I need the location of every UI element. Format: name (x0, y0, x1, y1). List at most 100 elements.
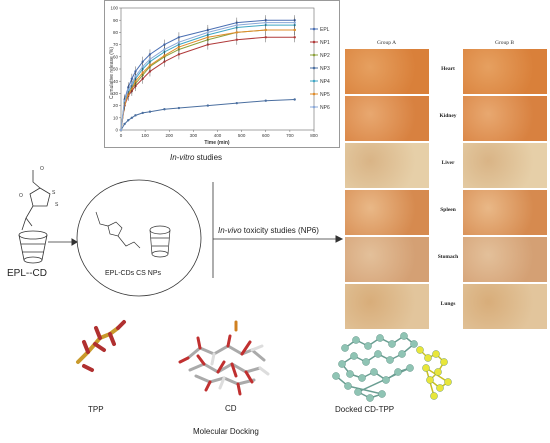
tissue-label-liver: Liver (441, 160, 455, 166)
legend-label-np5: NP5 (320, 92, 330, 98)
svg-text:S: S (55, 202, 59, 208)
legend-marker-np1 (312, 40, 316, 44)
histology-image-spleen-group-b (463, 190, 547, 235)
docked-model (332, 332, 452, 402)
data-point-np5 (163, 54, 166, 57)
legend-label-np2: NP2 (320, 53, 330, 59)
legend-label-epl: EPL (320, 27, 330, 33)
structures-svg: O O S S (18, 166, 344, 297)
docked-atom-cd (366, 394, 374, 402)
invivo-caption-suffix: toxicity studies (NP6) (241, 226, 319, 235)
data-point-np3 (127, 119, 130, 122)
docked-atom-cd (362, 358, 370, 366)
tissue-label-lungs: Lungs (440, 301, 456, 307)
legend-marker-np3 (312, 66, 316, 70)
docked-atom-cd (410, 340, 418, 348)
y-tick-label: 100 (110, 6, 118, 11)
histology-image-kidney-group-b (463, 96, 547, 141)
x-tick-label: 800 (310, 133, 318, 138)
series-line-np3 (120, 99, 295, 131)
group-a-title: Group A (377, 40, 397, 46)
y-tick-label: 30 (113, 91, 119, 96)
legend-marker-np4 (312, 79, 316, 83)
data-point-np3 (293, 98, 296, 101)
x-tick-label: 300 (190, 133, 198, 138)
docked-atom-tpp (432, 350, 440, 358)
svg-text:O: O (19, 193, 23, 199)
data-point-np6 (148, 58, 152, 61)
data-point-np3 (177, 106, 181, 110)
histology-image-liver-group-a (345, 143, 429, 188)
legend-marker-np5 (312, 92, 316, 96)
docked-atom-cd (350, 352, 358, 360)
arrow-to-np (48, 238, 78, 246)
tissue-label-kidney: Kidney (439, 113, 457, 119)
data-point-np5 (293, 28, 296, 32)
x-tick-label: 200 (165, 133, 173, 138)
y-tick-label: 60 (113, 54, 119, 59)
legend-marker-epl (312, 27, 316, 31)
docked-atom-cd (400, 332, 408, 340)
data-point-np6 (293, 21, 296, 24)
docked-atom-tpp (434, 368, 442, 376)
histology-image-liver-group-b (463, 143, 547, 188)
docked-atom-tpp (440, 358, 448, 366)
histology-image-spleen-group-a (345, 190, 429, 235)
data-point-np6 (141, 65, 144, 68)
docked-atom-cd (354, 388, 362, 396)
svg-text:O: O (40, 166, 44, 172)
x-axis-label: Time (min) (204, 140, 230, 146)
histology-image-kidney-group-a (345, 96, 429, 141)
docked-atom-tpp (436, 384, 444, 392)
invitro-caption-prefix: In-vitro (170, 153, 195, 162)
cd-model (178, 320, 270, 396)
epl-cd-structure: O O S S (18, 166, 59, 264)
np-circle (76, 179, 202, 297)
data-point-np3 (130, 116, 134, 120)
y-tick-label: 90 (113, 18, 119, 23)
histology-panel: Group A Group B Heart Kidney Liver Spleen St… (342, 36, 550, 334)
docked-atom-cd (341, 344, 349, 352)
data-point-np3 (264, 99, 267, 102)
histology-image-stomach-group-a (345, 237, 429, 282)
x-tick-label: 0 (120, 133, 123, 138)
tpp-label: TPP (88, 405, 104, 414)
x-tick-label: 600 (262, 133, 270, 138)
epl-cds-np-label: EPL-CDs CS NPs (105, 270, 162, 277)
docked-atom-cd (378, 390, 386, 398)
y-tick-label: 80 (113, 30, 119, 35)
group-b-title: Group B (495, 40, 515, 46)
tissue-label-stomach: Stomach (437, 254, 459, 260)
docked-atom-cd (352, 336, 360, 344)
docked-atom-cd (398, 350, 406, 358)
y-axis-label: Cumulative release (%) (109, 47, 115, 99)
docked-atom-cd (374, 350, 382, 358)
data-point-np6 (134, 75, 137, 78)
data-point-np6 (119, 128, 123, 132)
tissue-label-spleen: Spleen (440, 207, 456, 213)
data-point-np3 (148, 110, 152, 113)
data-point-np6 (163, 48, 166, 51)
y-tick-label: 50 (113, 67, 119, 72)
docked-atom-tpp (424, 354, 432, 362)
data-point-np5 (141, 71, 144, 74)
invitro-caption-suffix: studies (194, 153, 223, 162)
data-point-np5 (235, 31, 238, 34)
docked-bond (347, 385, 383, 395)
cd-label: CD (225, 404, 237, 413)
series-line-np1 (120, 36, 295, 131)
data-point-np6 (235, 23, 238, 27)
arrow-to-histology (213, 235, 344, 243)
y-tick-label: 10 (113, 115, 119, 120)
data-point-np3 (206, 104, 210, 107)
data-point-np3 (123, 122, 126, 126)
invitro-caption: In-vitro studies (170, 153, 222, 162)
svg-text:S: S (52, 190, 56, 196)
y-tick-label: 70 (113, 42, 119, 47)
y-tick-label: 20 (113, 103, 119, 108)
legend-label-np1: NP1 (320, 40, 330, 46)
x-tick-label: 500 (238, 133, 246, 138)
data-point-np3 (235, 101, 238, 105)
data-point-np3 (141, 111, 144, 115)
legend-marker-np6 (312, 105, 316, 109)
